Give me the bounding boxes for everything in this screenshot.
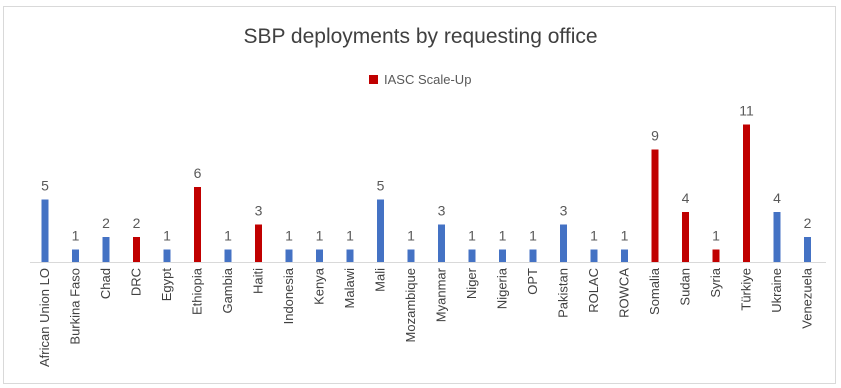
category-label-24: Ukraine (769, 268, 784, 313)
bar-8 (285, 249, 293, 262)
data-label-7: 3 (255, 203, 263, 219)
category-label-10: Malawi (342, 268, 357, 309)
data-label-20: 9 (651, 128, 659, 144)
bar-3 (133, 237, 140, 262)
data-label-17: 3 (560, 203, 568, 219)
chart-legend: IASC Scale-Up (369, 72, 471, 87)
category-label-22: Syria (708, 267, 723, 297)
data-label-3: 2 (133, 215, 141, 231)
category-label-14: Niger (464, 267, 479, 299)
bar-25 (804, 237, 811, 262)
bar-19 (621, 249, 628, 262)
category-label-6: Gambia (220, 267, 235, 313)
category-label-3: DRC (129, 268, 144, 296)
category-label-18: ROLAC (586, 268, 601, 313)
category-label-25: Venezuela (800, 267, 815, 328)
bar-7 (255, 224, 262, 262)
bar-24 (773, 212, 781, 262)
bar-0 (41, 199, 49, 262)
category-label-13: Myanmar (434, 267, 449, 322)
data-label-11: 5 (377, 178, 385, 194)
data-label-10: 1 (346, 228, 354, 244)
data-label-18: 1 (590, 228, 598, 244)
bar-12 (407, 249, 415, 262)
data-label-21: 4 (682, 190, 690, 206)
data-label-0: 5 (41, 178, 49, 194)
category-label-20: Somalia (647, 267, 662, 315)
data-label-15: 1 (499, 228, 507, 244)
chart-frame (3, 6, 836, 384)
bar-18 (590, 249, 598, 262)
data-label-8: 1 (285, 228, 293, 244)
bar-2 (102, 237, 110, 262)
category-label-17: Pakistan (556, 268, 571, 318)
legend-swatch-iasc (369, 75, 378, 84)
data-label-5: 6 (194, 165, 202, 181)
bar-10 (346, 249, 354, 262)
category-label-5: Ethiopia (190, 267, 205, 315)
bar-20 (651, 149, 659, 262)
data-label-4: 1 (163, 228, 171, 244)
data-label-1: 1 (72, 228, 80, 244)
bar-14 (468, 249, 476, 262)
bar-9 (316, 249, 323, 262)
category-label-11: Mali (373, 268, 388, 292)
bar-16 (529, 249, 537, 262)
category-label-1: Burkina Faso (68, 268, 83, 345)
category-label-12: Mozambique (403, 268, 418, 342)
data-label-9: 1 (316, 228, 324, 244)
data-label-2: 2 (102, 215, 110, 231)
data-label-22: 1 (712, 228, 720, 244)
bar-11 (377, 199, 384, 262)
legend-label-iasc: IASC Scale-Up (384, 72, 472, 87)
category-label-15: Nigeria (495, 267, 510, 309)
data-label-14: 1 (468, 228, 476, 244)
data-label-25: 2 (804, 215, 812, 231)
bar-13 (438, 224, 445, 262)
bar-15 (499, 249, 506, 262)
category-label-2: Chad (98, 268, 113, 299)
bar-23 (743, 124, 750, 262)
chart-title: SBP deployments by requesting office (243, 25, 598, 48)
category-label-4: Egypt (159, 268, 174, 302)
data-label-23: 11 (739, 103, 754, 119)
data-label-6: 1 (224, 228, 232, 244)
category-label-7: Haiti (251, 268, 266, 294)
category-label-21: Sudan (678, 268, 693, 306)
category-label-16: OPT (525, 268, 540, 295)
bar-1 (72, 249, 79, 262)
data-label-24: 4 (773, 190, 781, 206)
bar-21 (682, 212, 689, 262)
data-label-12: 1 (407, 228, 415, 244)
bar-6 (224, 249, 232, 262)
category-label-23: Türkiye (739, 268, 754, 311)
category-label-9: Kenya (312, 267, 327, 305)
bar-4 (163, 249, 171, 262)
category-label-19: ROWCA (617, 268, 632, 318)
data-label-13: 3 (438, 203, 446, 219)
category-label-0: African Union LO (37, 268, 52, 367)
data-label-16: 1 (529, 228, 537, 244)
bar-5 (194, 187, 201, 262)
category-label-8: Indonesia (281, 267, 296, 324)
data-label-19: 1 (621, 228, 629, 244)
bar-22 (712, 249, 720, 262)
bar-17 (560, 224, 567, 262)
